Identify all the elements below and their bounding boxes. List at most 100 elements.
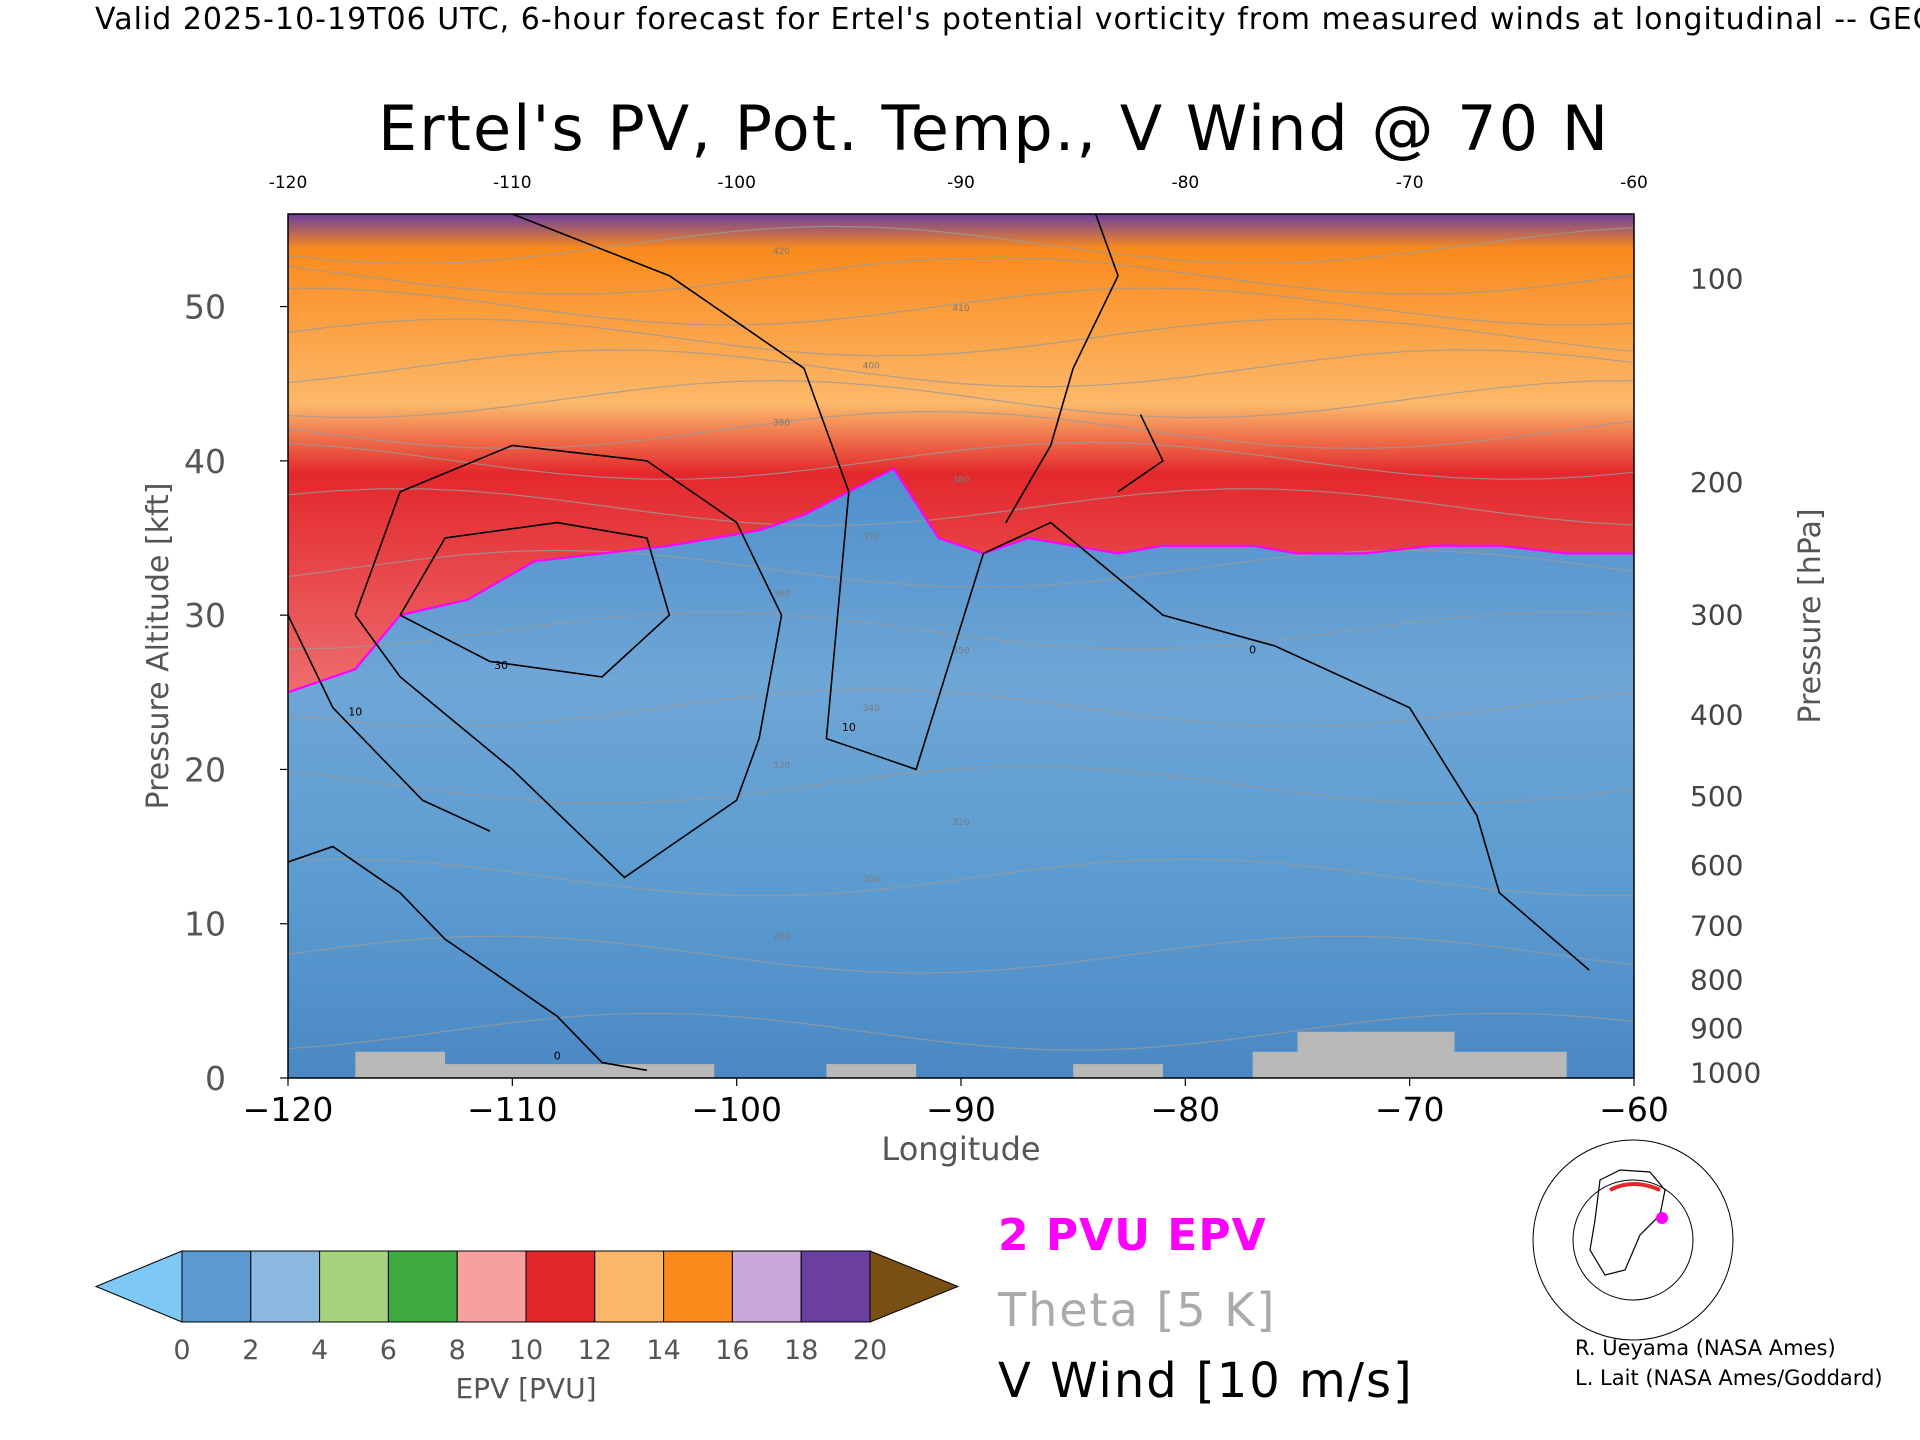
- theta-contour: [288, 611, 1634, 650]
- y-tick-label: 30: [184, 596, 226, 635]
- theta-contour: [288, 549, 1634, 588]
- colorbar-tick-label: 16: [715, 1335, 749, 1366]
- x-tick-label: −60: [1599, 1090, 1669, 1129]
- wind-contour: [354, 444, 783, 879]
- colorbar-segment: [181, 1250, 252, 1323]
- inset-marker: [1656, 1212, 1668, 1224]
- x-axis-label: Longitude: [881, 1130, 1040, 1168]
- theta-contour-label: 400: [863, 361, 880, 371]
- pressure-tick-label: 800: [1690, 963, 1743, 996]
- pressure-tick-label: 700: [1690, 910, 1743, 943]
- theta-contour: [288, 858, 1634, 897]
- legend-theta-label: Theta [5 K]: [998, 1283, 1277, 1337]
- terrain: [1073, 1064, 1163, 1078]
- wind-contour: [288, 614, 491, 832]
- colorbar-segment: [731, 1250, 802, 1323]
- x-top-tick-label: -70: [1396, 173, 1424, 193]
- y-tick-label: 0: [205, 1059, 226, 1098]
- theta-contour: [288, 349, 1634, 388]
- colorbar-tick-label: 0: [173, 1335, 190, 1366]
- pressure-tick-label: 500: [1690, 780, 1743, 813]
- colorbar-tick-label: 8: [449, 1335, 466, 1366]
- theta-contour: [288, 441, 1634, 480]
- theta-contour: [288, 287, 1634, 326]
- colorbar-segment: [800, 1250, 871, 1323]
- inset-cross-section-path: [1609, 1182, 1661, 1192]
- wind-contour-label: 10: [348, 705, 362, 718]
- colorbar-label: EPV [PVU]: [455, 1372, 596, 1405]
- colorbar-over-arrow: [869, 1250, 960, 1323]
- x-top-tick-label: -120: [269, 173, 308, 193]
- x-tick-label: −80: [1151, 1090, 1221, 1129]
- troposphere-field: [288, 468, 1634, 1078]
- theta-contour-label: 410: [952, 304, 969, 314]
- theta-contour: [288, 318, 1634, 357]
- wind-contour: [288, 845, 648, 1072]
- colorbar-segment: [456, 1250, 527, 1323]
- theta-contour-label: 330: [773, 761, 790, 771]
- theta-contour-label: 350: [952, 647, 969, 657]
- x-tick-label: −100: [691, 1090, 782, 1129]
- terrain: [355, 1051, 715, 1078]
- credit-line: R. Ueyama (NASA Ames): [1575, 1336, 1836, 1360]
- theta-contour: [288, 1012, 1634, 1051]
- x-top-tick-label: -110: [493, 173, 532, 193]
- x-tick-label: −110: [467, 1090, 558, 1129]
- wind-contour: [512, 214, 1590, 971]
- inset-coastline: [1589, 1169, 1666, 1276]
- theta-contour: [288, 765, 1634, 804]
- wind-contour-label: 0: [1249, 644, 1256, 657]
- pvu-2-contour: [288, 467, 1634, 694]
- colorbar-tick-label: 10: [509, 1335, 543, 1366]
- colorbar-tick-label: 4: [311, 1335, 328, 1366]
- terrain: [826, 1064, 917, 1078]
- colorbar-segment: [594, 1250, 665, 1323]
- theta-contour: [288, 411, 1634, 450]
- theta-contour-label: 380: [952, 475, 969, 485]
- wind-contour: [399, 521, 671, 678]
- theta-contour-label: 340: [863, 704, 880, 714]
- theta-contour: [288, 380, 1634, 419]
- x-top-tick-label: -60: [1620, 173, 1648, 193]
- theta-contour: [288, 256, 1634, 295]
- terrain: [1252, 1031, 1567, 1078]
- theta-contour-label: 300: [863, 875, 880, 885]
- y-axis-label: Pressure Altitude [kft]: [141, 483, 176, 810]
- x-top-tick-label: -80: [1171, 173, 1199, 193]
- wind-contour-label: 10: [842, 721, 856, 734]
- colorbar-segment: [250, 1250, 321, 1323]
- colorbar-tick-label: 20: [853, 1335, 887, 1366]
- colorbar-tick-label: 12: [578, 1335, 612, 1366]
- y2-axis-label: Pressure [hPa]: [1793, 508, 1828, 723]
- colorbar-segment: [387, 1250, 458, 1323]
- colorbar-segment: [663, 1250, 733, 1323]
- x-tick-label: −120: [243, 1090, 334, 1129]
- y-tick-label: 50: [184, 288, 226, 327]
- legend-pvu-label: 2 PVU EPV: [998, 1210, 1267, 1261]
- y-tick-label: 40: [184, 442, 226, 481]
- pressure-tick-label: 100: [1690, 263, 1743, 296]
- theta-contour: [288, 688, 1634, 727]
- wind-contour-label: 0: [554, 1049, 561, 1062]
- colorbar-tick-label: 6: [380, 1335, 397, 1366]
- y-tick-label: 10: [184, 905, 226, 944]
- x-top-tick-label: -90: [947, 173, 975, 193]
- theta-contour-label: 320: [952, 818, 969, 828]
- inset-background: [1536, 1148, 1730, 1298]
- north-polar-map-icon: [1532, 1139, 1734, 1341]
- legend-wind-label: V Wind [10 m/s]: [998, 1353, 1414, 1409]
- wind-contour: [1005, 214, 1119, 523]
- chart-title: Ertel's PV, Pot. Temp., V Wind @ 70 N: [378, 92, 1611, 165]
- contour-legend: 2 PVU EPV Theta [5 K] V Wind [10 m/s]: [998, 1210, 1414, 1409]
- colorbar-segment: [319, 1250, 389, 1323]
- theta-contour-label: 290: [773, 932, 790, 942]
- pressure-tick-label: 1000: [1690, 1056, 1761, 1089]
- theta-contour-label: 390: [773, 418, 790, 428]
- colorbar-tick-label: 2: [242, 1335, 259, 1366]
- colorbar-tick-label: 18: [784, 1335, 818, 1366]
- colorbar-segment: [525, 1250, 596, 1323]
- colorbar-under-arrow: [94, 1250, 183, 1323]
- pressure-tick-label: 200: [1690, 466, 1743, 499]
- colorbar-tick-label: 14: [646, 1335, 680, 1366]
